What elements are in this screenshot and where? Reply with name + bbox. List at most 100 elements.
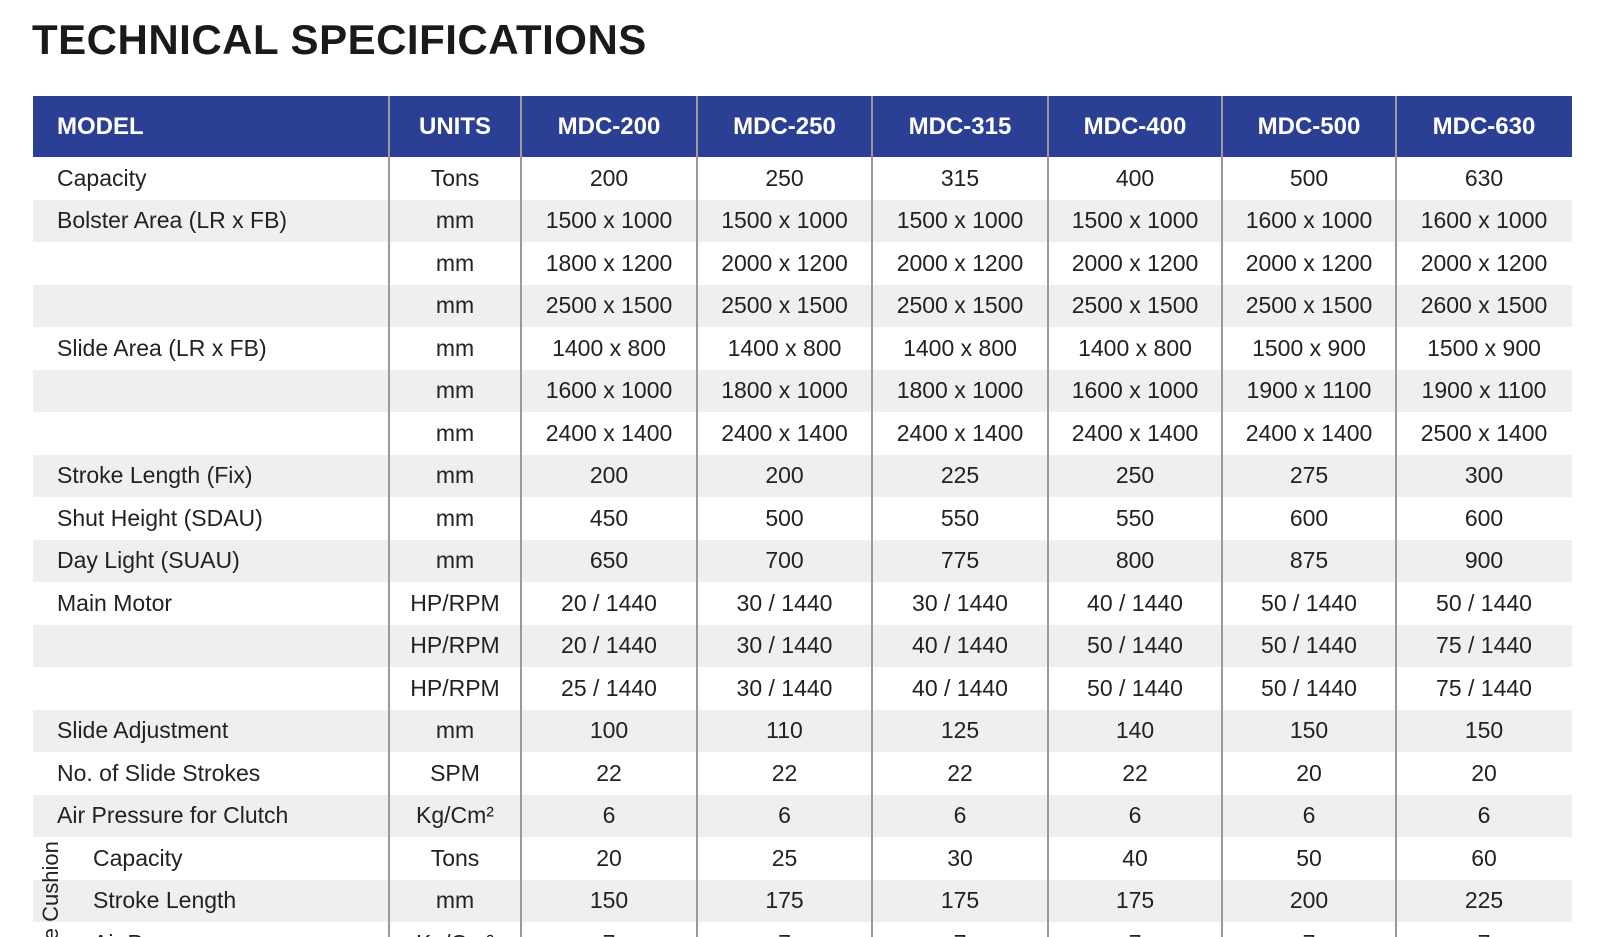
row-label: Bolster Area (LR x FB) <box>57 207 288 234</box>
value-cell: 2500 x 1500 <box>545 292 673 319</box>
value-cell: 20 <box>596 844 622 871</box>
value-cell: 175 <box>1115 887 1155 914</box>
unit-cell: SPM <box>430 759 480 786</box>
row-label: Stroke Length <box>93 887 237 914</box>
row-band <box>33 454 1572 497</box>
value-cell: 1800 x 1200 <box>545 249 673 276</box>
row-label: No. of Slide Strokes <box>57 759 261 786</box>
value-cell: 2500 x 1400 <box>1420 419 1548 446</box>
column-divider <box>520 96 522 937</box>
value-cell: 1800 x 1000 <box>721 377 848 404</box>
column-divider <box>388 96 390 937</box>
value-cell: 20 <box>1471 759 1497 786</box>
column-divider <box>696 96 698 937</box>
value-cell: 2600 x 1500 <box>1420 292 1548 319</box>
value-cell: 2400 x 1400 <box>896 419 1024 446</box>
unit-cell: mm <box>435 334 475 361</box>
group-label: Die Cushion <box>38 840 63 937</box>
value-cell: 1600 x 1000 <box>1071 377 1199 404</box>
unit-cell: mm <box>435 419 475 446</box>
value-cell: 150 <box>589 887 629 914</box>
title: TECHNICAL SPECIFICATIONS <box>32 16 647 63</box>
value-cell: 550 <box>940 504 980 531</box>
value-cell: 22 <box>1122 759 1148 786</box>
value-cell: 1500 x 900 <box>1252 334 1366 361</box>
value-cell: 60 <box>1471 844 1497 871</box>
unit-cell: mm <box>435 717 475 744</box>
header-cell: MDC-250 <box>697 96 872 157</box>
value-cell: 40 / 1440 <box>912 632 1008 659</box>
value-cell: 110 <box>766 717 803 744</box>
value-cell: 2400 x 1400 <box>545 419 673 446</box>
row-band <box>33 709 1572 752</box>
value-cell: 2000 x 1200 <box>1245 249 1373 276</box>
row-band <box>33 284 1572 327</box>
row-label: Stroke Length (Fix) <box>57 462 253 489</box>
value-cell: 800 <box>1115 547 1155 574</box>
value-cell: 1900 x 1100 <box>1246 377 1372 404</box>
value-cell: 300 <box>1464 462 1504 489</box>
unit-cell: Tons <box>430 164 480 191</box>
value-cell: 2400 x 1400 <box>1071 419 1199 446</box>
value-cell: 22 <box>596 759 622 786</box>
value-cell: 100 <box>589 717 629 744</box>
value-cell: 400 <box>1115 164 1155 191</box>
value-cell: 250 <box>1115 462 1155 489</box>
value-cell: 6 <box>778 802 791 829</box>
value-cell: 175 <box>765 887 804 914</box>
value-cell: 30 / 1440 <box>736 674 833 701</box>
row-band <box>33 369 1572 412</box>
value-cell: 6 <box>953 802 967 829</box>
value-cell: 600 <box>1464 504 1504 531</box>
value-cell: 2500 x 1500 <box>1071 292 1199 319</box>
header-cell: MDC-400 <box>1048 96 1222 157</box>
value-cell: 200 <box>589 462 629 489</box>
header-cell: MDC-630 <box>1396 96 1572 157</box>
value-cell: 7 <box>521 922 697 937</box>
value-cell: 50 / 1440 <box>1261 632 1357 659</box>
unit-cell: Kg/Cm² <box>416 802 494 829</box>
value-cell: 2000 x 1200 <box>721 249 848 276</box>
value-cell: 25 / 1440 <box>561 674 657 701</box>
value-cell: 125 <box>940 717 980 744</box>
value-cell: 315 <box>940 164 980 191</box>
value-cell: 600 <box>1289 504 1329 531</box>
value-cell: 2500 x 1500 <box>896 292 1024 319</box>
value-cell: 500 <box>765 504 804 531</box>
value-cell: 7 <box>1222 922 1396 937</box>
value-cell: 1600 x 1000 <box>1420 207 1548 234</box>
value-cell: 6 <box>1302 802 1316 829</box>
value-cell: 150 <box>1289 717 1329 744</box>
value-cell: 7 <box>697 922 872 937</box>
row-label: Shut Height (SDAU) <box>57 504 263 531</box>
value-cell: 275 <box>1289 462 1329 489</box>
value-cell: 50 / 1440 <box>1436 589 1532 616</box>
value-cell: 200 <box>1289 887 1329 914</box>
row-band <box>33 539 1572 582</box>
value-cell: 20 <box>1296 759 1322 786</box>
value-cell: 2400 x 1400 <box>721 419 848 446</box>
value-cell: 2500 x 1500 <box>721 292 848 319</box>
value-cell: 1400 x 800 <box>727 334 842 361</box>
value-cell: 200 <box>589 164 629 191</box>
value-cell: 1900 x 1100 <box>1421 377 1547 404</box>
row-label: Air Pressure for Clutch <box>57 802 289 829</box>
unit-cell: mm <box>435 207 475 234</box>
row-band <box>33 624 1572 667</box>
value-cell: 1500 x 1000 <box>896 207 1024 234</box>
value-cell: 225 <box>1464 887 1504 914</box>
value-cell: 50 <box>1296 844 1322 871</box>
value-cell: 2000 x 1200 <box>1071 249 1199 276</box>
value-cell: 6 <box>1477 802 1491 829</box>
value-cell: 1500 x 1000 <box>721 207 848 234</box>
value-cell: 650 <box>589 547 629 574</box>
value-cell: 550 <box>1115 504 1155 531</box>
unit-cell: mm <box>435 249 475 276</box>
unit-cell: HP/RPM <box>410 674 500 701</box>
value-cell: 50 / 1440 <box>1087 632 1183 659</box>
unit-cell: Kg/Cm² <box>389 922 521 937</box>
column-divider <box>871 96 873 937</box>
unit-cell: mm <box>435 462 475 489</box>
value-cell: 150 <box>1464 717 1504 744</box>
value-cell: 1500 x 900 <box>1427 334 1541 361</box>
